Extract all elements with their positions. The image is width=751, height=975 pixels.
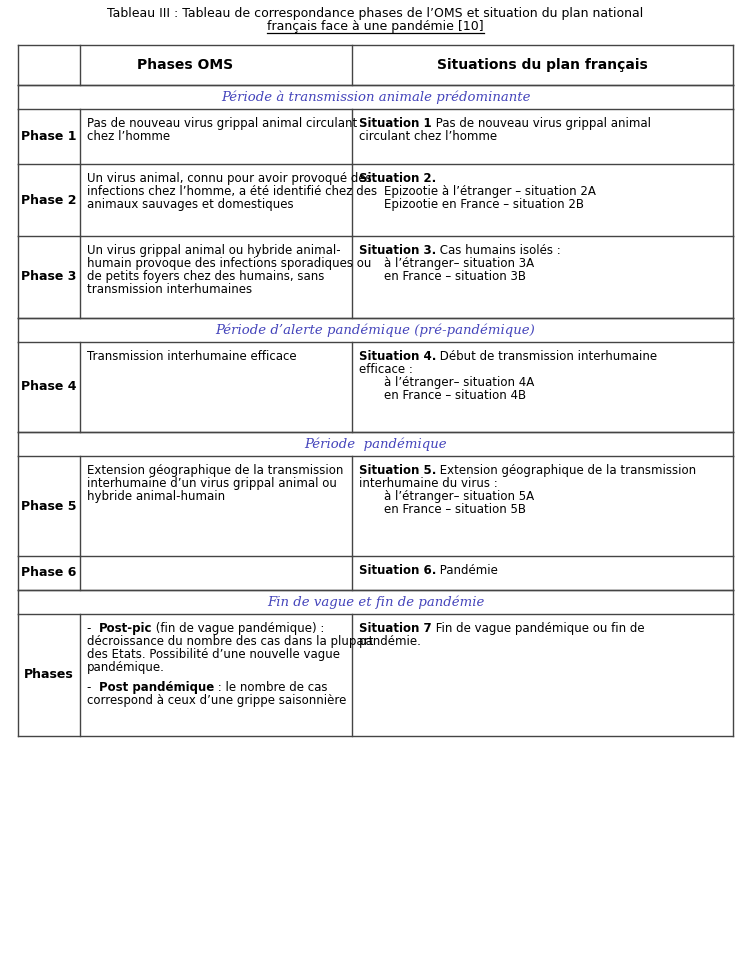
Text: Période  pandémique: Période pandémique	[304, 437, 447, 450]
Text: Période d’alerte pandémique (pré-pandémique): Période d’alerte pandémique (pré-pandémi…	[216, 324, 535, 336]
Text: à l’étranger– situation 3A: à l’étranger– situation 3A	[384, 257, 534, 270]
Text: Post-pic: Post-pic	[99, 622, 152, 635]
Text: Situations du plan français: Situations du plan français	[437, 58, 648, 72]
Text: transmission interhumaines: transmission interhumaines	[87, 283, 252, 296]
Text: en France – situation 3B: en France – situation 3B	[384, 270, 526, 283]
Text: Situation 6.: Situation 6.	[359, 564, 436, 577]
Text: pandémie.: pandémie.	[359, 635, 422, 648]
Text: Phase 1: Phase 1	[21, 130, 77, 143]
Text: Situation 2.: Situation 2.	[359, 172, 436, 185]
Text: en France – situation 5B: en France – situation 5B	[384, 503, 526, 516]
Text: de petits foyers chez des humains, sans: de petits foyers chez des humains, sans	[87, 270, 324, 283]
Text: interhumaine d’un virus grippal animal ou: interhumaine d’un virus grippal animal o…	[87, 477, 337, 490]
Text: Phase 5: Phase 5	[21, 499, 77, 513]
Text: efficace :: efficace :	[359, 363, 413, 376]
Text: Phase 3: Phase 3	[21, 270, 77, 284]
Text: pandémique.: pandémique.	[87, 661, 165, 674]
Text: Situation 4.: Situation 4.	[359, 350, 436, 363]
Text: Phases: Phases	[24, 669, 74, 682]
Text: circulant chez l’homme: circulant chez l’homme	[359, 130, 497, 143]
Text: Début de transmission interhumaine: Début de transmission interhumaine	[436, 350, 657, 363]
Text: des Etats. Possibilité d’une nouvelle vague: des Etats. Possibilité d’une nouvelle va…	[87, 648, 340, 661]
Text: -: -	[87, 682, 99, 694]
Text: Pas de nouveau virus grippal animal: Pas de nouveau virus grippal animal	[432, 117, 650, 130]
Text: Fin de vague pandémique ou fin de: Fin de vague pandémique ou fin de	[432, 622, 644, 635]
Text: à l’étranger– situation 5A: à l’étranger– situation 5A	[384, 490, 534, 503]
Text: animaux sauvages et domestiques: animaux sauvages et domestiques	[87, 198, 294, 211]
Text: Pas de nouveau virus grippal animal circulant: Pas de nouveau virus grippal animal circ…	[87, 117, 357, 130]
Text: infections chez l’homme, a été identifié chez des: infections chez l’homme, a été identifié…	[87, 185, 377, 198]
Text: français face à une pandémie [10]: français face à une pandémie [10]	[267, 20, 484, 33]
Text: Fin de vague et fin de pandémie: Fin de vague et fin de pandémie	[267, 596, 484, 608]
Text: chez l’homme: chez l’homme	[87, 130, 170, 143]
Text: : le nombre de cas: : le nombre de cas	[214, 682, 327, 694]
Text: Un virus animal, connu pour avoir provoqué des: Un virus animal, connu pour avoir provoq…	[87, 172, 372, 185]
Text: Un virus grippal animal ou hybride animal-: Un virus grippal animal ou hybride anima…	[87, 244, 341, 257]
Text: Extension géographique de la transmission: Extension géographique de la transmissio…	[436, 464, 696, 477]
Text: (fin de vague pandémique) :: (fin de vague pandémique) :	[152, 622, 324, 635]
Text: Situation 3.: Situation 3.	[359, 244, 436, 257]
Text: humain provoque des infections sporadiques ou: humain provoque des infections sporadiqu…	[87, 257, 372, 270]
Text: en France – situation 4B: en France – situation 4B	[384, 389, 526, 402]
Text: Période à transmission animale prédominante: Période à transmission animale prédomina…	[221, 91, 530, 103]
Text: Phase 6: Phase 6	[21, 566, 77, 579]
Text: Pandémie: Pandémie	[436, 564, 498, 577]
Text: interhumaine du virus :: interhumaine du virus :	[359, 477, 498, 490]
Text: Situation 7: Situation 7	[359, 622, 432, 635]
Text: Situation 5.: Situation 5.	[359, 464, 436, 477]
Text: Post pandémique: Post pandémique	[99, 682, 214, 694]
Text: décroissance du nombre des cas dans la plupart: décroissance du nombre des cas dans la p…	[87, 635, 373, 648]
Text: Situation 1: Situation 1	[359, 117, 432, 130]
Text: à l’étranger– situation 4A: à l’étranger– situation 4A	[384, 376, 534, 389]
Text: Tableau III : Tableau de correspondance phases de l’OMS et situation du plan nat: Tableau III : Tableau de correspondance …	[107, 7, 644, 20]
Text: Phase 4: Phase 4	[21, 380, 77, 394]
Text: correspond à ceux d’une grippe saisonnière: correspond à ceux d’une grippe saisonniè…	[87, 694, 346, 707]
Text: Phases OMS: Phases OMS	[137, 58, 233, 72]
Text: Cas humains isolés :: Cas humains isolés :	[436, 244, 561, 257]
Text: -: -	[87, 622, 99, 635]
Text: Phase 2: Phase 2	[21, 193, 77, 207]
Text: Epizootie en France – situation 2B: Epizootie en France – situation 2B	[384, 198, 584, 211]
Text: Extension géographique de la transmission: Extension géographique de la transmissio…	[87, 464, 343, 477]
Text: Epizootie à l’étranger – situation 2A: Epizootie à l’étranger – situation 2A	[384, 185, 596, 198]
Text: Transmission interhumaine efficace: Transmission interhumaine efficace	[87, 350, 297, 363]
Text: hybride animal-humain: hybride animal-humain	[87, 490, 225, 503]
